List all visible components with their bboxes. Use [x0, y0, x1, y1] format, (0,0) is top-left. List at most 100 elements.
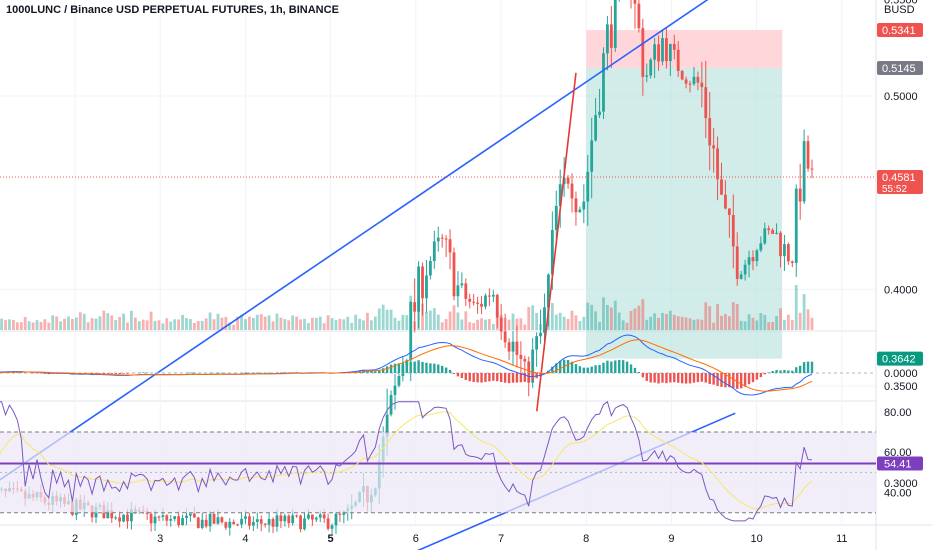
candle-body [763, 228, 766, 243]
volume-bar [276, 314, 279, 330]
macd-histogram-bar [476, 373, 478, 382]
volume-bar [567, 319, 570, 330]
volume-bar [95, 319, 98, 330]
volume-bar [575, 315, 578, 330]
candle-body [394, 386, 397, 395]
volume-bar [51, 315, 54, 330]
candle-body [575, 198, 578, 212]
volume-bar [201, 321, 204, 330]
macd-histogram-bar [791, 371, 793, 373]
candle-body [657, 44, 660, 61]
volume-bar [106, 313, 109, 330]
volume-bar [339, 319, 342, 330]
chart-title: 1000LUNC / Binance USD PERPETUAL FUTURES… [6, 4, 339, 16]
candle-body [512, 342, 515, 352]
candle-body [496, 295, 499, 318]
macd-histogram-bar [764, 373, 766, 374]
volume-bar [189, 319, 192, 330]
volume-bar [36, 320, 39, 330]
volume-bar [736, 304, 739, 330]
volume-bar [405, 315, 408, 330]
macd-histogram-bar [618, 360, 620, 373]
volume-bar [779, 308, 782, 330]
volume-bar [661, 313, 664, 330]
macd-histogram-bar [783, 370, 785, 373]
volume-bar [213, 319, 216, 330]
macd-histogram-bar [622, 360, 624, 373]
macd-histogram-bar [193, 372, 195, 373]
price-tick-label: 0.4000 [884, 284, 918, 296]
candle-body [508, 342, 511, 351]
volume-bar [425, 312, 428, 330]
volume-bar [641, 299, 644, 330]
macd-histogram-bar [661, 373, 663, 383]
macd-histogram-bar [685, 373, 687, 384]
candle-body [756, 250, 759, 261]
volume-bar [169, 322, 172, 330]
candle-body [567, 178, 570, 184]
volume-bar [4, 320, 7, 330]
macd-histogram-bar [716, 373, 718, 386]
volume-bar [71, 319, 74, 330]
candle-body [232, 522, 235, 524]
volume-bar [185, 318, 188, 330]
volume-bar [291, 316, 294, 330]
macd-histogram-bar [646, 373, 648, 381]
volume-bar [358, 319, 361, 330]
macd-histogram-bar [701, 373, 703, 382]
macd-histogram-bar [673, 373, 675, 382]
volume-bar [602, 297, 605, 330]
macd-histogram-bar [437, 365, 439, 373]
candle-body [582, 202, 585, 210]
macd-histogram-bar [457, 373, 459, 376]
volume-bar [704, 302, 707, 330]
candle-body [716, 148, 719, 179]
volume-bar [512, 314, 515, 330]
volume-bar [382, 305, 385, 330]
macd-histogram-bar [575, 364, 577, 373]
candle-body [594, 115, 597, 140]
time-tick-label: 4 [242, 533, 248, 545]
volume-bar [689, 318, 692, 330]
volume-bar [8, 319, 11, 330]
volume-bar [165, 318, 168, 330]
candle-body [535, 336, 538, 349]
time-tick-label: 3 [157, 533, 163, 545]
macd-histogram-bar [638, 372, 640, 373]
volume-bar [744, 321, 747, 330]
volume-bar [756, 320, 759, 330]
volume-bar [724, 314, 727, 330]
volume-bar [244, 319, 247, 330]
volume-bar [252, 318, 255, 330]
macd-histogram-bar [146, 372, 148, 373]
volume-bar [752, 318, 755, 330]
candle-body [795, 189, 798, 263]
volume-bar [771, 322, 774, 330]
volume-bar [460, 319, 463, 330]
volume-bar [457, 312, 460, 330]
macd-histogram-bar [760, 373, 762, 377]
price-label-text-target: 0.3642 [882, 354, 916, 366]
candle-body [240, 519, 243, 525]
volume-bar [696, 319, 699, 330]
candle-body [114, 517, 117, 518]
macd-histogram-bar [374, 371, 376, 373]
volume-bar [712, 323, 715, 330]
volume-bar [79, 312, 82, 330]
macd-histogram-bar [465, 373, 467, 380]
candle-body [767, 228, 770, 230]
volume-bar [142, 320, 145, 330]
candle-body [228, 522, 231, 528]
volume-bar [295, 317, 298, 330]
volume-bar [173, 319, 176, 330]
candle-body [571, 184, 574, 199]
volume-bar [390, 310, 393, 330]
volume-bar [492, 324, 495, 330]
volume-bar [354, 315, 357, 330]
macd-histogram-bar [610, 362, 612, 373]
volume-bar [669, 311, 672, 330]
volume-bar [523, 324, 526, 330]
macd-histogram-bar [630, 364, 632, 373]
